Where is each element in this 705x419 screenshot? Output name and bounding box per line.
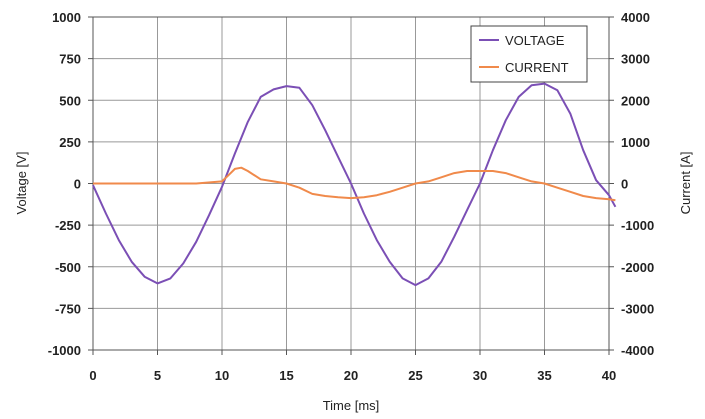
x-tick-label: 40 xyxy=(602,368,616,383)
series-line-current xyxy=(93,166,616,202)
x-tick-label: 5 xyxy=(154,368,161,383)
y-tick-label: 0 xyxy=(74,177,81,192)
y-tick-label: 1000 xyxy=(52,10,81,25)
legend-box xyxy=(470,25,588,83)
x-tick-label: 0 xyxy=(89,368,96,383)
y-tick-label: -750 xyxy=(55,301,81,316)
y2-tick-label: 3000 xyxy=(621,52,650,67)
x-tick-label: 10 xyxy=(215,368,229,383)
y-axis-title: Voltage [V] xyxy=(14,152,29,215)
y-tick-label: -500 xyxy=(55,260,81,275)
y2-axis-title: Current [A] xyxy=(678,152,693,215)
x-tick-labels: 0 5 10 15 20 25 30 35 40 xyxy=(89,350,616,383)
y-tick-labels: 1000 750 500 250 0 -250 -500 -750 -1000 xyxy=(48,10,93,358)
y-tick-label: 250 xyxy=(59,135,81,150)
legend: VOLTAGE CURRENT xyxy=(470,25,588,83)
x-axis-title: Time [ms] xyxy=(323,398,380,413)
y2-tick-label: -3000 xyxy=(621,301,654,316)
legend-label-current: CURRENT xyxy=(505,60,569,75)
y-tick-label: -250 xyxy=(55,218,81,233)
y2-tick-labels: 4000 3000 2000 1000 0 -1000 -2000 -3000 -4000 xyxy=(609,10,654,358)
y2-tick-label: 1000 xyxy=(621,135,650,150)
y2-tick-label: 4000 xyxy=(621,10,650,25)
y-tick-label: 750 xyxy=(59,52,81,67)
x-tick-label: 25 xyxy=(408,368,422,383)
y2-tick-label: 0 xyxy=(621,177,628,192)
x-tick-label: 35 xyxy=(537,368,551,383)
x-tick-label: 30 xyxy=(473,368,487,383)
series-layer xyxy=(92,82,617,287)
x-tick-label: 15 xyxy=(279,368,293,383)
y-tick-label: -1000 xyxy=(48,343,81,358)
y2-tick-label: -4000 xyxy=(621,343,654,358)
y2-tick-label: 2000 xyxy=(621,93,650,108)
y2-tick-label: -1000 xyxy=(621,218,654,233)
y2-tick-label: -2000 xyxy=(621,260,654,275)
y-tick-label: 500 xyxy=(59,93,81,108)
legend-label-voltage: VOLTAGE xyxy=(505,33,565,48)
x-tick-label: 20 xyxy=(344,368,358,383)
